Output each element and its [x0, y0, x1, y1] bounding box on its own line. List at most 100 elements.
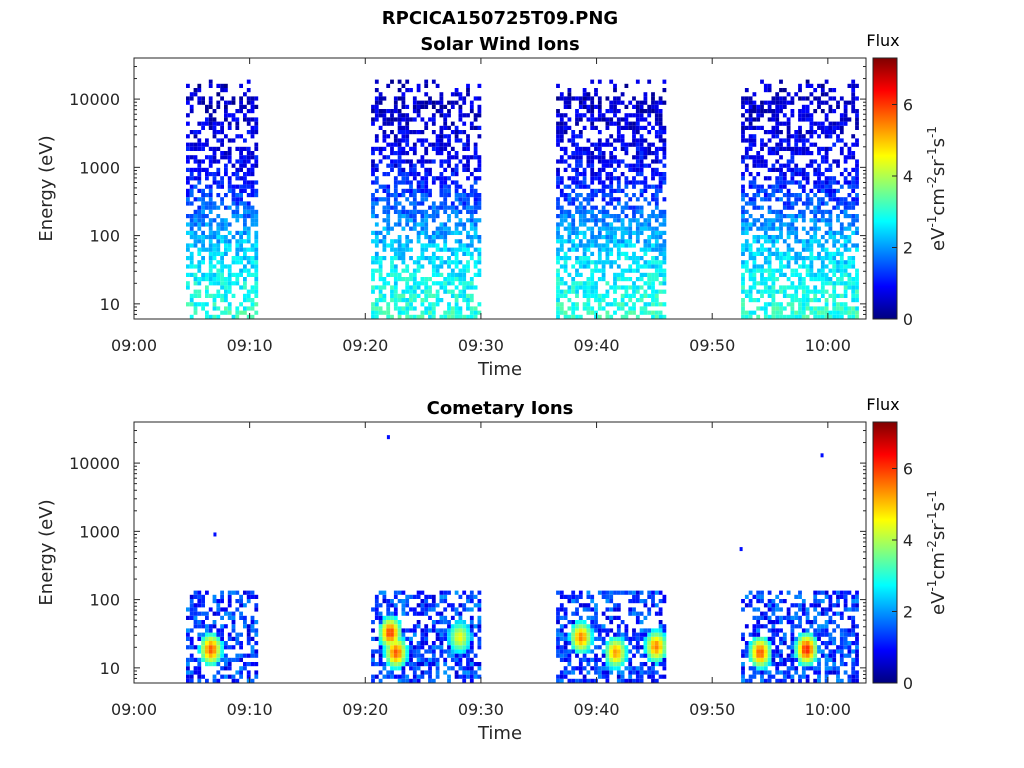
heatmap-cell: [805, 632, 810, 637]
heatmap-cell: [775, 666, 780, 671]
heatmap-cell: [639, 180, 644, 185]
heatmap-cell: [416, 678, 421, 683]
heatmap-cell: [779, 251, 783, 256]
heatmap-cell: [254, 209, 259, 214]
heatmap-cell: [382, 96, 387, 101]
heatmap-cell: [752, 674, 757, 679]
heatmap-cell: [458, 104, 463, 109]
heatmap-cell: [246, 117, 251, 122]
heatmap-cell: [798, 130, 802, 135]
heatmap-cell: [756, 641, 761, 646]
heatmap-cell: [382, 239, 387, 244]
heatmap-cell: [763, 670, 768, 675]
heatmap-cell: [771, 611, 776, 616]
heatmap-cell: [235, 176, 240, 181]
heatmap-cell: [590, 251, 595, 256]
heatmap-cell: [220, 281, 224, 286]
heatmap-cell: [779, 649, 783, 654]
heatmap-cell: [382, 590, 387, 595]
heatmap-cell: [843, 117, 848, 122]
heatmap-cell: [832, 197, 837, 202]
heatmap-cell: [578, 670, 583, 675]
heatmap-cell: [428, 239, 432, 244]
heatmap-cell: [443, 146, 448, 151]
heatmap-cell: [613, 109, 617, 114]
heatmap-cell: [205, 628, 209, 633]
heatmap-cell: [647, 590, 652, 595]
heatmap-cell: [439, 641, 444, 646]
heatmap-cell: [371, 636, 375, 641]
heatmap-cell: [224, 277, 228, 282]
heatmap-cell: [189, 155, 194, 160]
heatmap-cell: [216, 159, 221, 164]
heatmap-cell: [763, 653, 768, 658]
heatmap-cell: [447, 624, 451, 629]
heatmap-cell: [620, 125, 625, 130]
heatmap-cell: [397, 277, 402, 282]
heatmap-cell: [235, 243, 240, 248]
heatmap-cell: [416, 620, 421, 625]
heatmap-cell: [382, 188, 387, 193]
heatmap-cell: [401, 670, 406, 675]
heatmap-cell: [782, 121, 787, 126]
heatmap-cell: [559, 264, 564, 269]
heatmap-cell: [624, 151, 629, 156]
heatmap-cell: [424, 184, 429, 189]
heatmap-cell: [820, 268, 825, 273]
heatmap-cell: [775, 130, 780, 135]
heatmap-cell: [567, 104, 572, 109]
heatmap-cell: [805, 611, 810, 616]
heatmap-cell: [466, 281, 470, 286]
heatmap-cell: [662, 657, 667, 662]
heatmap-cell: [462, 289, 467, 294]
heatmap-cell: [243, 138, 247, 143]
heatmap-cell: [390, 146, 394, 151]
heatmap-cell: [654, 272, 659, 277]
heatmap-cell: [386, 615, 391, 620]
heatmap-cell: [760, 615, 764, 620]
heatmap-cell: [243, 184, 247, 189]
heatmap-cell: [775, 100, 780, 105]
heatmap-cell: [575, 645, 579, 650]
heatmap-cell: [563, 121, 568, 126]
heatmap-cell: [658, 251, 663, 256]
heatmap-cell: [431, 142, 436, 147]
heatmap-cell: [635, 159, 640, 164]
heatmap-cell: [212, 293, 217, 298]
heatmap-cell: [597, 666, 602, 671]
heatmap-cell: [224, 222, 228, 227]
heatmap-cell: [563, 193, 568, 198]
heatmap-cell: [847, 151, 852, 156]
heatmap-cell: [794, 201, 799, 206]
heatmap-cell: [559, 180, 564, 185]
heatmap-cell: [597, 306, 602, 311]
heatmap-cell: [239, 184, 243, 189]
heatmap-cell: [208, 247, 213, 252]
heatmap-cell: [205, 272, 209, 277]
heatmap-cell: [647, 302, 652, 307]
heatmap-cell: [390, 163, 394, 168]
heatmap-cell: [597, 657, 602, 662]
heatmap-cell: [582, 247, 587, 252]
heatmap-cell: [412, 649, 417, 654]
heatmap-cell: [243, 146, 247, 151]
heatmap-cell: [462, 201, 467, 206]
heatmap-cell: [654, 151, 659, 156]
heatmap-cell: [779, 226, 783, 231]
heatmap-cell: [620, 314, 625, 319]
heatmap-cell: [239, 611, 243, 616]
heatmap-cell: [771, 674, 776, 679]
heatmap-cell: [601, 151, 606, 156]
heatmap-cell: [594, 678, 598, 683]
heatmap-cell: [556, 306, 560, 311]
heatmap-cell: [447, 155, 451, 160]
heatmap-cell: [454, 130, 459, 135]
heatmap-cell: [628, 678, 633, 683]
heatmap-cell: [208, 117, 213, 122]
heatmap-cell: [212, 599, 217, 604]
heatmap-cell: [741, 159, 745, 164]
heatmap-cell: [779, 188, 783, 193]
heatmap-cell: [586, 260, 591, 265]
heatmap-cell: [405, 222, 410, 227]
heatmap-cell: [431, 678, 436, 683]
